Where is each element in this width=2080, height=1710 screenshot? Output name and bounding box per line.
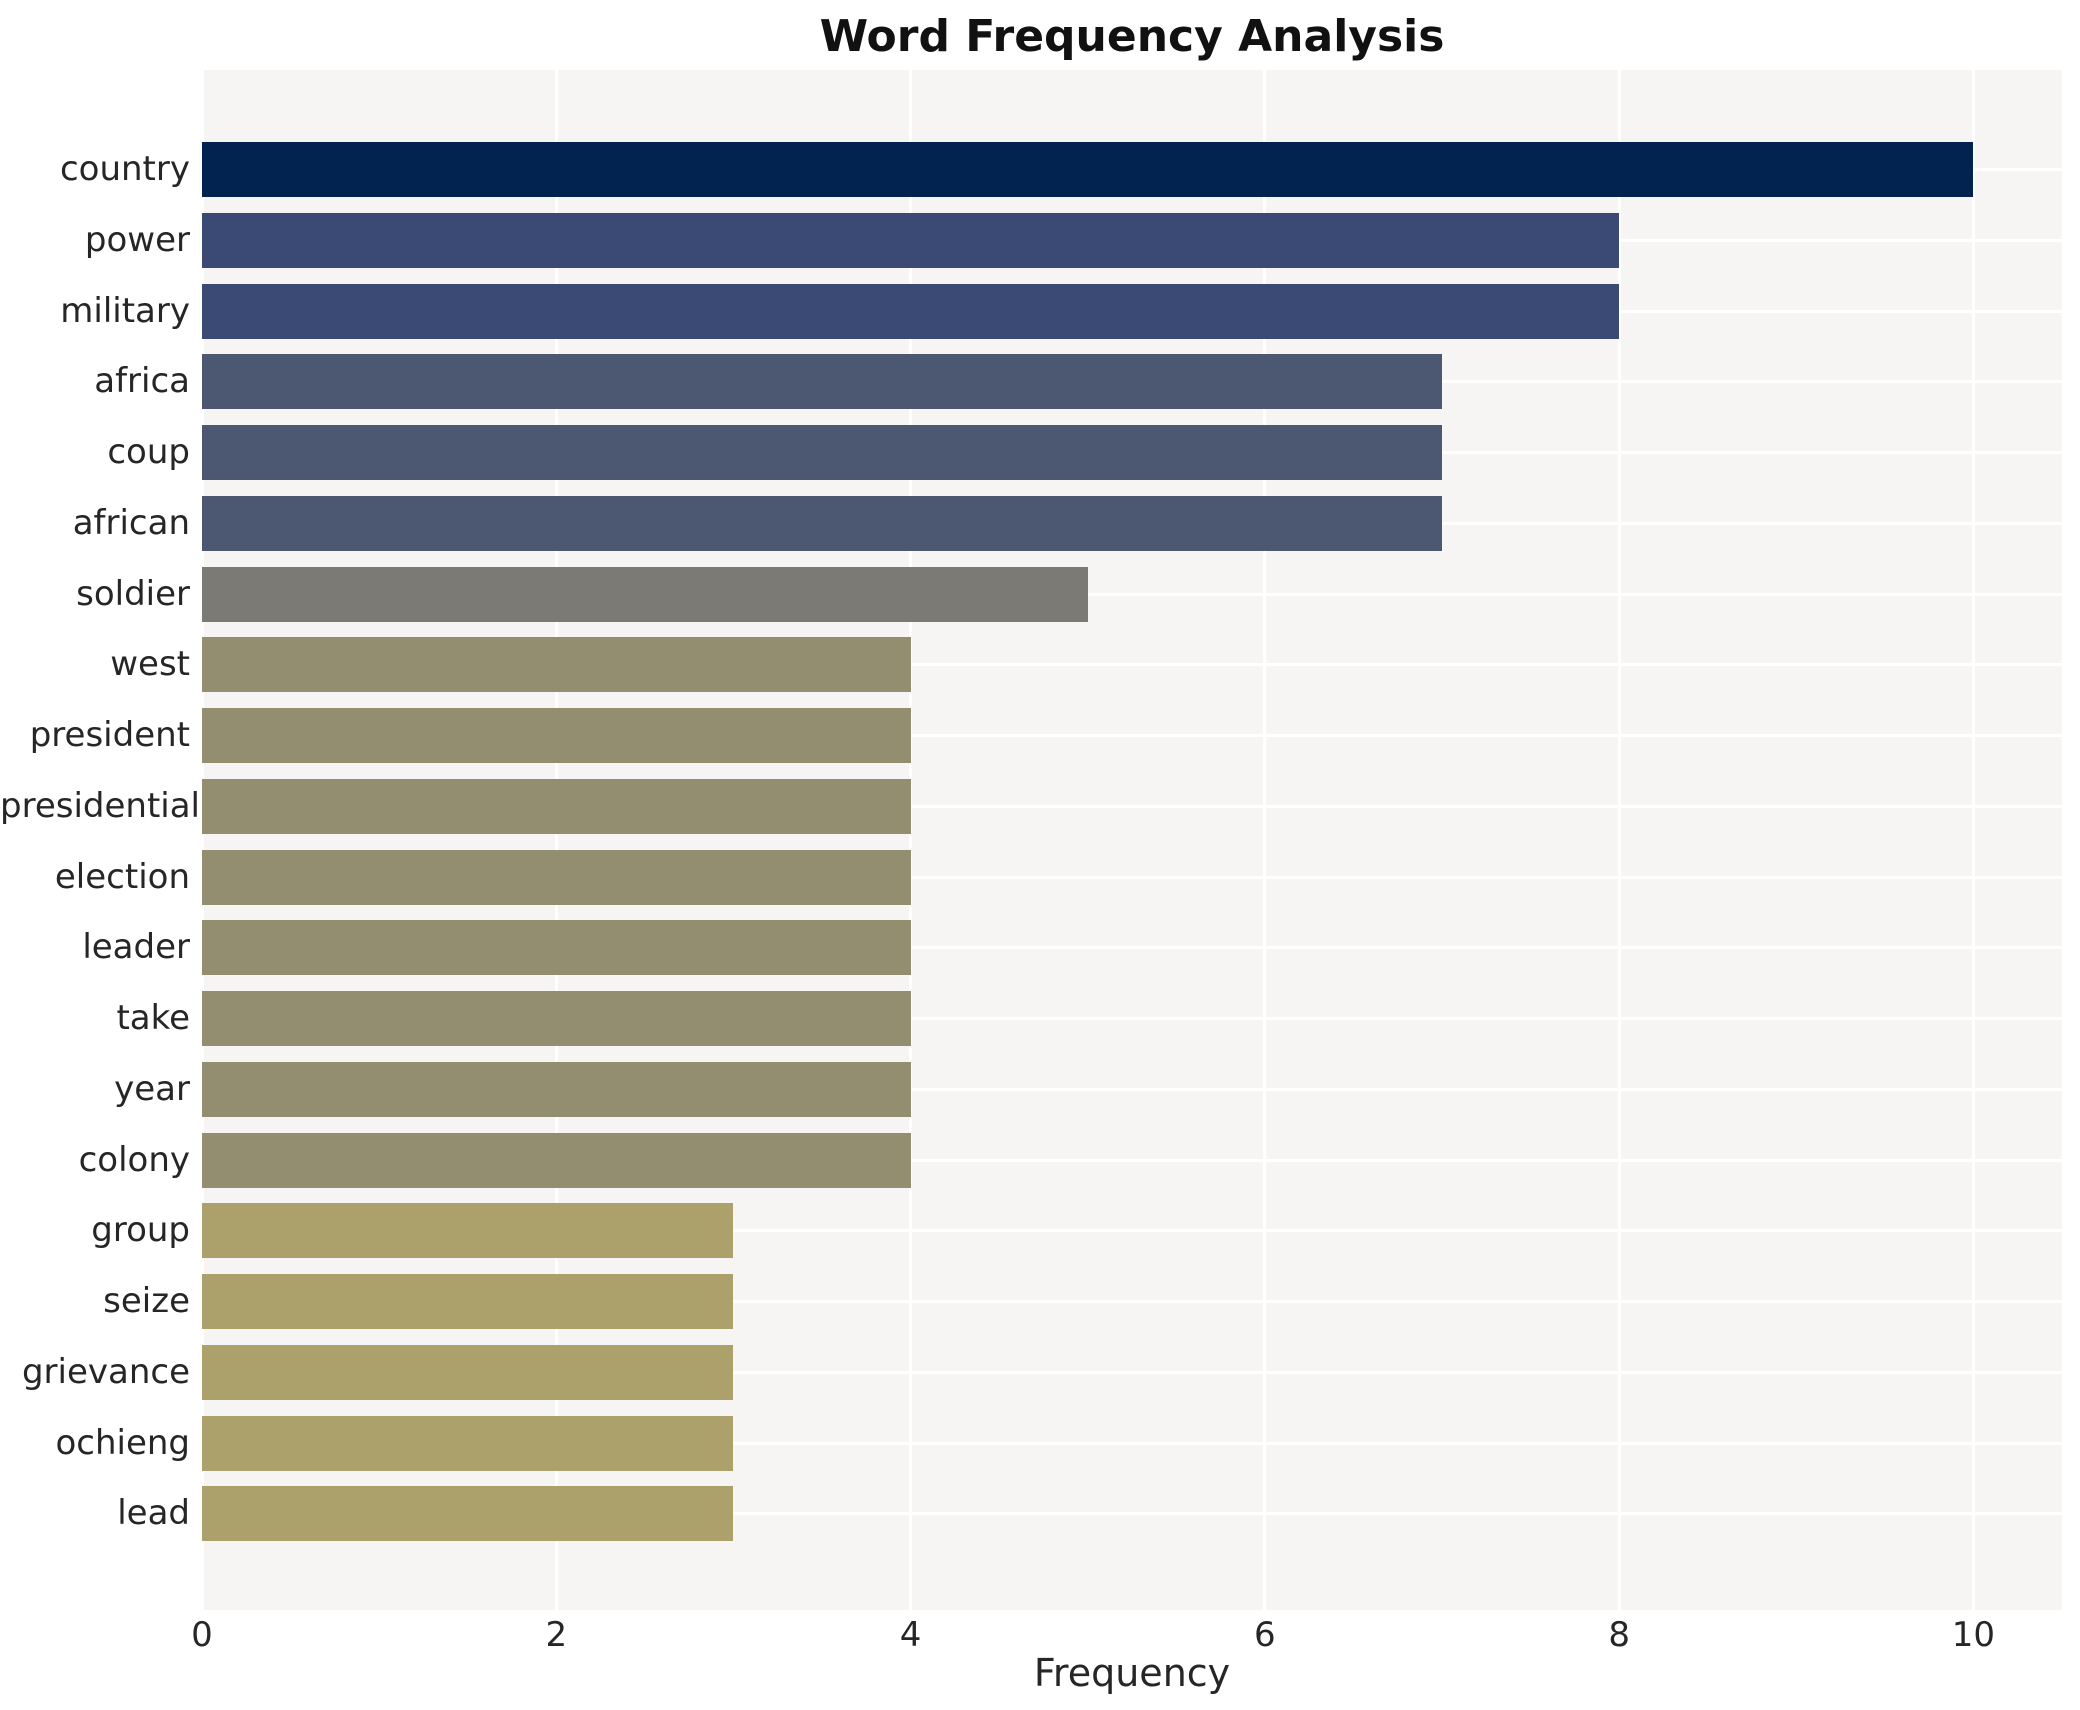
bar-coup <box>202 425 1442 480</box>
x-axis-label: Frequency <box>1033 1651 1231 1695</box>
category-label-african: african <box>72 502 190 543</box>
bar-west <box>202 637 911 693</box>
category-label-president: president <box>29 715 190 755</box>
gridline-y-ochieng <box>202 1441 2062 1445</box>
gridline-y-colony <box>202 1158 2062 1162</box>
x-tick-0: 0 <box>191 1615 213 1655</box>
gridline-y-year <box>202 1087 2062 1091</box>
gridline-x-8 <box>1617 70 1621 1610</box>
x-tick-6: 6 <box>1254 1615 1276 1655</box>
bar-seize <box>202 1274 734 1329</box>
bar-leader <box>202 920 911 976</box>
bar-year <box>202 1061 911 1117</box>
gridline-y-leader <box>202 946 2062 950</box>
bar-colony <box>202 1132 911 1188</box>
bar-lead <box>202 1486 734 1542</box>
gridline-y-grievance <box>202 1370 2062 1374</box>
gridline-y-west <box>202 663 2062 667</box>
gridline-x-4 <box>909 70 913 1610</box>
gridline-x-0 <box>202 70 204 1610</box>
x-tick-2: 2 <box>545 1615 568 1655</box>
bar-power <box>202 212 1620 268</box>
plot-area <box>202 70 2062 1610</box>
gridline-y-lead <box>202 1512 2062 1516</box>
gridline-y-election <box>202 875 2062 879</box>
category-label-colony: colony <box>78 1139 190 1180</box>
bar-soldier <box>202 566 1088 622</box>
chart-title: Word Frequency Analysis <box>819 11 1445 62</box>
bar-ochieng <box>202 1415 734 1471</box>
category-label-country: country <box>59 149 190 189</box>
bar-presidential <box>202 778 911 834</box>
bar-president <box>202 708 911 763</box>
gridline-y-soldier <box>202 592 2062 596</box>
gridline-x-10 <box>1971 70 1975 1610</box>
category-label-soldier: soldier <box>76 573 190 614</box>
bar-african <box>202 495 1442 551</box>
x-tick-8: 8 <box>1608 1615 1630 1655</box>
x-tick-10: 10 <box>1951 1615 1996 1655</box>
category-label-military: military <box>60 290 190 331</box>
category-label-year: year <box>114 1068 190 1109</box>
bar-election <box>202 849 911 905</box>
gridline-y-take <box>202 1017 2062 1020</box>
category-label-election: election <box>54 856 190 897</box>
bar-group <box>202 1203 734 1259</box>
x-tick-4: 4 <box>899 1615 922 1655</box>
bar-grievance <box>202 1344 734 1400</box>
bar-country <box>202 142 1974 197</box>
category-label-leader: leader <box>82 927 190 968</box>
category-label-take: take <box>116 998 190 1038</box>
category-label-africa: africa <box>94 361 190 402</box>
category-label-grievance: grievance <box>21 1351 190 1392</box>
category-label-group: group <box>91 1210 190 1251</box>
category-label-west: west <box>110 644 190 685</box>
bar-military <box>202 283 1620 339</box>
bar-take <box>202 991 911 1046</box>
gridline-x-6 <box>1263 70 1267 1610</box>
gridline-y-president <box>202 734 2062 737</box>
category-label-coup: coup <box>107 432 190 472</box>
bar-africa <box>202 354 1442 410</box>
category-label-lead: lead <box>117 1493 190 1534</box>
gridline-x-2 <box>554 70 558 1610</box>
category-label-ochieng: ochieng <box>55 1422 190 1463</box>
category-label-seize: seize <box>103 1281 190 1321</box>
gridline-y-group <box>202 1229 2062 1233</box>
gridline-y-presidential <box>202 804 2062 808</box>
category-label-presidential: presidential <box>0 785 200 826</box>
gridline-y-seize <box>202 1300 2062 1303</box>
category-label-power: power <box>84 219 190 260</box>
